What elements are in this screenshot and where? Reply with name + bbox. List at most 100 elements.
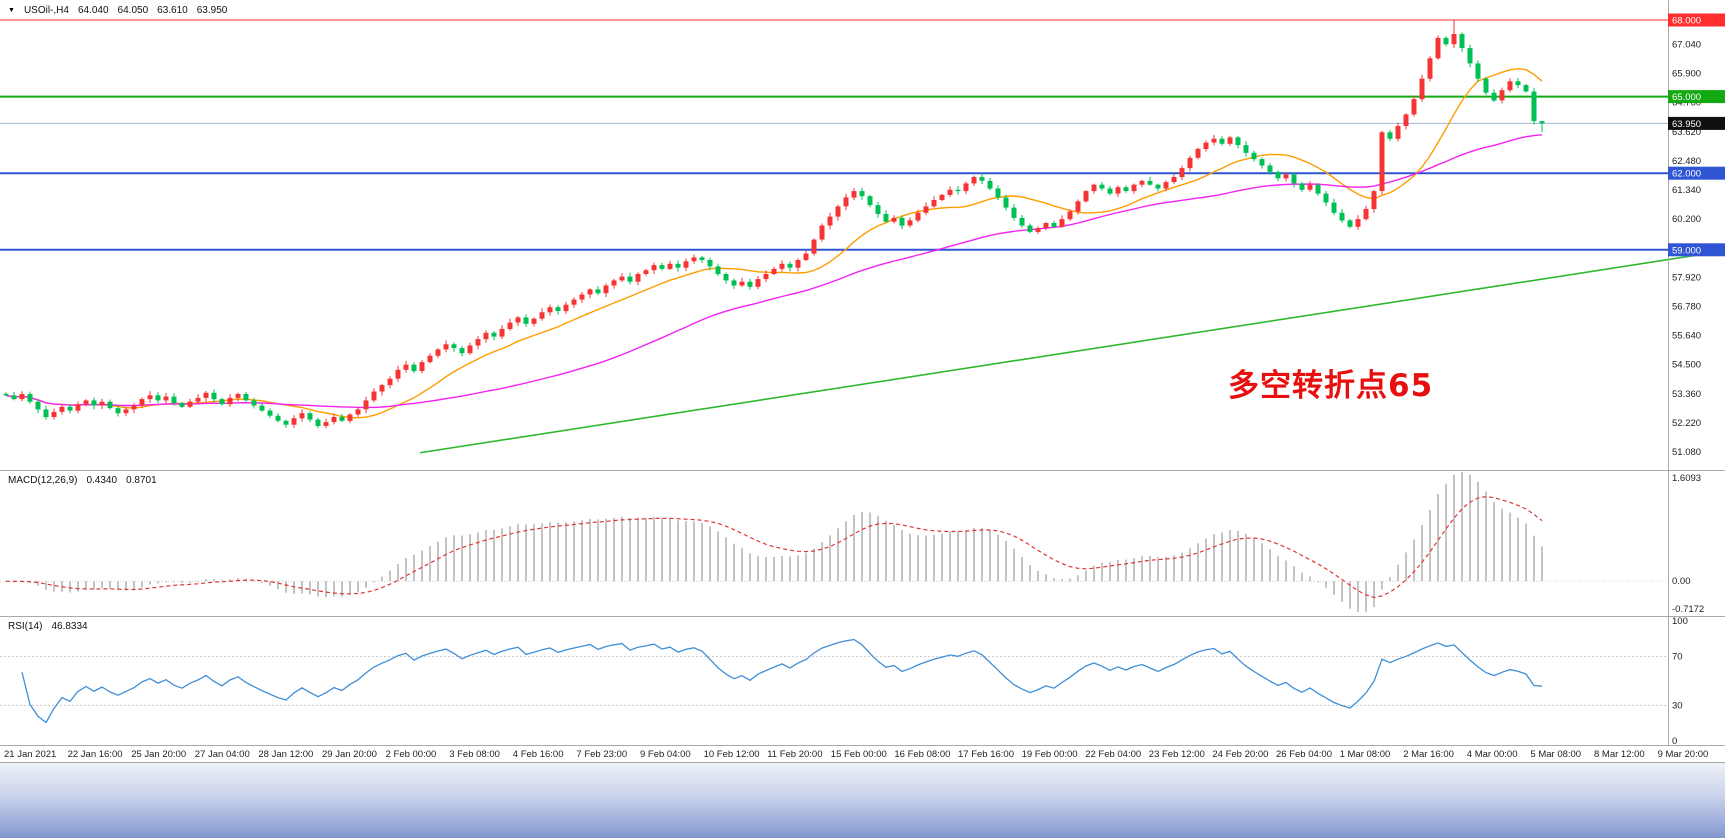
price-level-badge-label: 63.950 (1672, 119, 1701, 130)
macd-histogram-bar (413, 554, 415, 582)
price-tick-label: 55.640 (1672, 331, 1701, 342)
candle-body (403, 364, 409, 370)
candle-body (347, 414, 353, 421)
macd-histogram-bar (141, 581, 143, 588)
candle-body (395, 369, 401, 379)
candle-body (315, 419, 321, 426)
candle-body (723, 274, 729, 281)
macd-histogram-bar (1501, 508, 1503, 582)
candle-body (1235, 137, 1241, 146)
rsi-name: RSI(14) (8, 621, 43, 632)
price-tick-label: 54.500 (1672, 360, 1701, 371)
candle-body (499, 328, 505, 337)
macd-histogram-bar (501, 528, 503, 582)
macd-histogram-bar (549, 522, 551, 582)
macd-histogram-bar (557, 522, 559, 582)
macd-histogram-bar (893, 524, 895, 582)
candle-body (955, 189, 961, 192)
macd-histogram-bar (805, 553, 807, 582)
candle-body (1387, 132, 1393, 139)
candle-body (339, 417, 345, 421)
macd-histogram-bar (1405, 552, 1407, 582)
macd-histogram-bar (37, 581, 39, 586)
macd-histogram-bar (1141, 556, 1143, 582)
macd-histogram-bar (85, 581, 87, 590)
macd-histogram-bar (1301, 572, 1303, 582)
macd-histogram-bar (573, 521, 575, 582)
macd-signal-value: 0.8701 (126, 475, 157, 486)
candle-body (35, 401, 41, 410)
candle-body (923, 206, 929, 213)
symbol-dropdown-icon[interactable]: ▼ (8, 6, 15, 14)
macd-histogram-bar (693, 521, 695, 582)
macd-histogram-bar (933, 534, 935, 582)
candle-body (843, 197, 849, 207)
macd-histogram-bar (261, 581, 263, 583)
trendline-layer (419, 251, 1716, 454)
macd-histogram-bar (1117, 560, 1119, 582)
candle-body (1339, 212, 1345, 221)
macd-histogram-bar (765, 557, 767, 582)
candle-body (971, 177, 977, 184)
macd-histogram-bar (1093, 565, 1095, 582)
candle-body (619, 276, 625, 281)
candle-body (1267, 165, 1273, 172)
macd-histogram-bar (1069, 578, 1071, 582)
macd-histogram-bar (189, 581, 191, 583)
macd-histogram-bar (941, 533, 943, 582)
macd-histogram-bar (925, 535, 927, 582)
macd-histogram-bar (373, 581, 375, 583)
candle-body (1107, 188, 1113, 194)
candle-body (331, 417, 337, 423)
candle-body (643, 270, 649, 274)
candle-body (891, 217, 897, 222)
price-level-badge-label: 59.000 (1672, 245, 1701, 256)
candle-body (51, 411, 57, 417)
candle-body (859, 191, 865, 197)
macd-histogram-bar (853, 515, 855, 582)
candle-body (875, 205, 881, 214)
candle-body (867, 196, 873, 206)
macd-histogram-bar (1461, 472, 1463, 582)
macd-histogram-bar (1421, 525, 1423, 582)
candle-body (267, 410, 273, 416)
candle-body (163, 396, 169, 401)
macd-histogram-bar (773, 556, 775, 582)
candle-body (1251, 152, 1257, 160)
candle-body (547, 307, 553, 313)
macd-histogram-bar (645, 517, 647, 582)
price-tick-label: 57.920 (1672, 272, 1701, 283)
candle-body (131, 405, 137, 410)
candle-body (3, 393, 9, 396)
macd-histogram-bar (957, 531, 959, 582)
time-label: 5 Mar 08:00 (1530, 749, 1581, 760)
candle-body (1291, 174, 1297, 184)
candle-body (1467, 48, 1473, 64)
macd-histogram-bar (1261, 543, 1263, 582)
macd-histogram-bar (989, 530, 991, 582)
macd-histogram-bar (485, 530, 487, 582)
macd-histogram-bar (269, 581, 271, 586)
time-label: 24 Feb 20:00 (1212, 749, 1268, 760)
time-label: 28 Jan 12:00 (258, 749, 313, 760)
price-axis-badges: 68.000 65.000 62.000 59.000 63.950 1.6093 0.00… (1668, 13, 1725, 747)
price-tick-label: 67.040 (1672, 40, 1701, 51)
chart-canvas[interactable]: 67.040 65.900 64.760 63.620 62.480 61.340 60.2… (0, 0, 1725, 763)
candle-body (435, 349, 441, 356)
macd-histogram-bar (1149, 556, 1151, 582)
macd-histogram-bar (1349, 581, 1351, 609)
candle-body (755, 279, 761, 287)
price-tick-label: 61.340 (1672, 185, 1701, 196)
macd-histogram-bar (1205, 538, 1207, 582)
candle-body (275, 415, 281, 421)
candle-body (211, 392, 217, 400)
macd-histogram-bar (1053, 578, 1055, 582)
price-level-badge (1668, 166, 1725, 180)
rsi-axis-label: 70 (1672, 652, 1683, 663)
macd-histogram-bar (741, 548, 743, 582)
candle-body (299, 413, 305, 419)
candle-body (763, 274, 769, 280)
macd-histogram-bar (1445, 483, 1447, 582)
candle-body (355, 409, 361, 415)
candle-body (91, 400, 97, 406)
